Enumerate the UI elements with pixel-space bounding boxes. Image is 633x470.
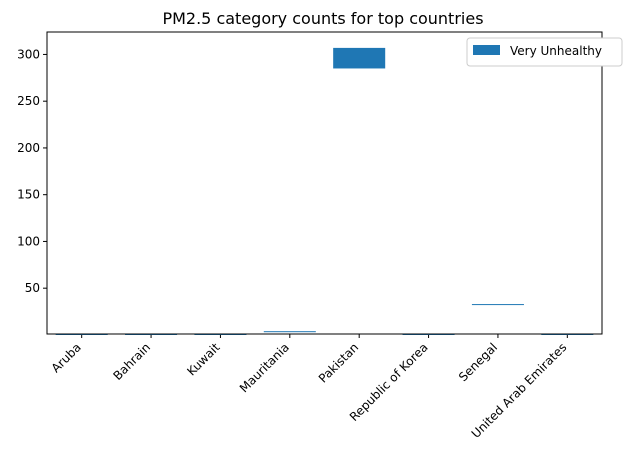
x-tick-label: Kuwait [184, 340, 222, 378]
plot-frame [46, 31, 603, 335]
x-tick-label: Aruba [49, 340, 84, 375]
y-tick-label: 100 [17, 234, 40, 248]
y-tick-label: 300 [17, 47, 40, 61]
plot-area: 50 100 150 200 250 300 Aruba Bahrain Kuwait Mauri… [17, 47, 594, 441]
x-tick-label: Bahrain [110, 340, 153, 383]
y-tick-label: 150 [17, 188, 40, 202]
bar-senegal [471, 304, 524, 306]
y-tick-label: 50 [25, 281, 40, 295]
x-tick-label: Mauritania [237, 340, 292, 395]
bar-pakistan [333, 47, 386, 69]
bar-mauritania [263, 331, 316, 333]
legend-box [466, 37, 623, 67]
legend-swatch [473, 45, 500, 55]
x-tick-label: Republic of Korea [347, 340, 431, 424]
chart-title: PM2.5 category counts for top countries [162, 9, 483, 28]
x-tick-label: Pakistan [316, 340, 361, 385]
y-tick-label: 250 [17, 94, 40, 108]
y-tick-label: 200 [17, 141, 40, 155]
legend: Very Unhealthy [466, 37, 623, 67]
legend-label: Very Unhealthy [510, 44, 602, 58]
x-tick-label: Senegal [456, 340, 500, 384]
